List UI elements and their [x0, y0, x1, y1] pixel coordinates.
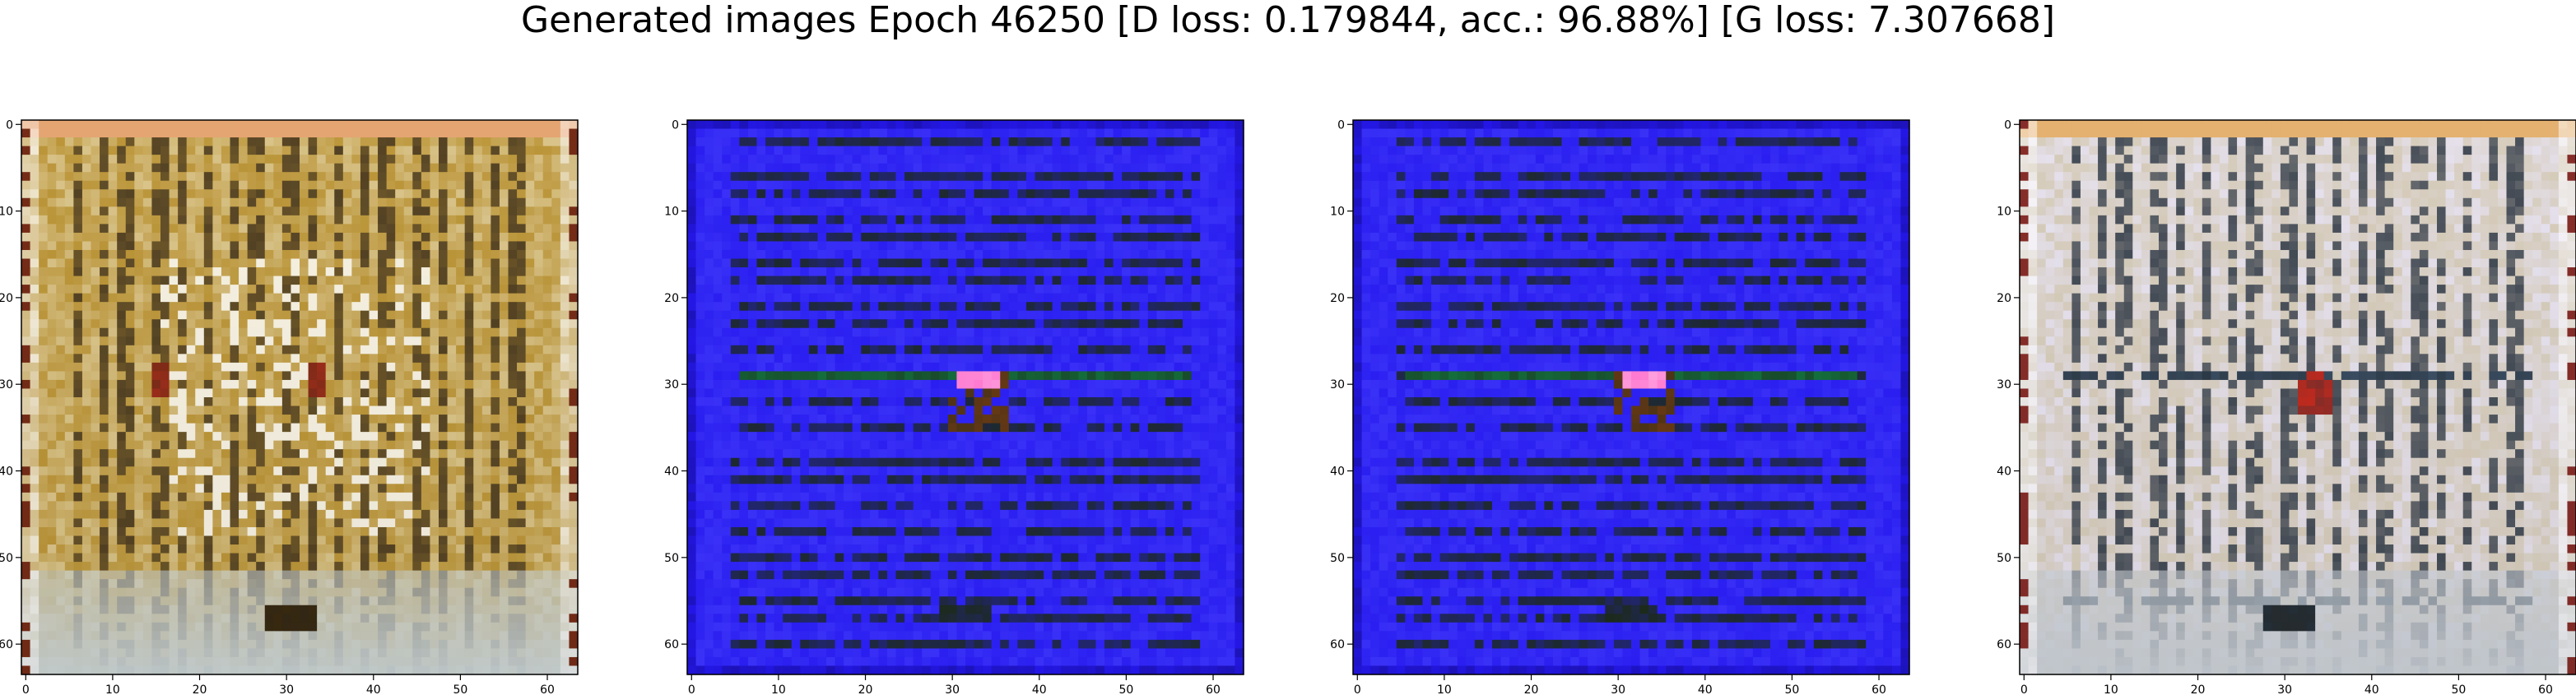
y-tick-label: 60: [664, 638, 679, 651]
pixel-grid: [21, 120, 579, 675]
x-tick-label: 20: [193, 683, 207, 695]
x-tick-label: 0: [22, 683, 30, 695]
x-tick-label: 10: [1437, 683, 1452, 695]
y-tick-label: 0: [672, 118, 679, 132]
y-tick-label: 0: [1337, 118, 1345, 132]
pixel-grid: [687, 120, 1244, 675]
image-panel-2: 0 10 20 30 40 50 60 0 10 20 30 40 50 60: [664, 118, 1244, 695]
y-tick-label: 20: [1997, 292, 2011, 305]
x-tick-label: 10: [2104, 683, 2118, 695]
y-tick-label: 40: [1330, 466, 1345, 479]
generated-image-4: 0 10 20 30 40 50 60 0 10 20 30 40 50 60: [1997, 118, 2576, 695]
axes-frame: [2019, 119, 2576, 675]
y-tick-label: 40: [0, 466, 13, 479]
x-tick-label: 20: [1524, 683, 1539, 695]
y-tick-label: 30: [1997, 378, 2011, 392]
y-tick-label: 0: [6, 118, 13, 132]
x-tick-label: 60: [540, 683, 555, 695]
pixel-grid: [1353, 120, 1910, 675]
y-tick-label: 10: [0, 206, 13, 219]
y-tick-label: 50: [1330, 552, 1345, 565]
generated-image-1: 0 10 20 30 40 50 60 0 10 20 30 40 50 60: [0, 118, 579, 695]
y-tick-label: 30: [0, 378, 13, 392]
x-tick-label: 60: [2538, 683, 2553, 695]
image-panel-4: 0 10 20 30 40 50 60 0 10 20 30 40 50 60: [1997, 118, 2576, 695]
pixel-grid: [2020, 120, 2576, 675]
x-tick-label: 30: [2277, 683, 2292, 695]
x-tick-label: 0: [688, 683, 695, 695]
x-tick-label: 40: [2364, 683, 2379, 695]
y-tick-label: 50: [664, 552, 679, 565]
y-tick-label: 30: [664, 378, 679, 392]
axes-frame: [1352, 119, 1910, 675]
x-tick-label: 50: [453, 683, 467, 695]
image-panel-1: 0 10 20 30 40 50 60 0 10 20 30 40 50 60: [0, 118, 579, 695]
x-tick-label: 10: [771, 683, 786, 695]
generated-image-2: 0 10 20 30 40 50 60 0 10 20 30 40 50 60: [664, 118, 1244, 695]
y-tick-label: 20: [0, 292, 13, 305]
x-tick-label: 30: [1611, 683, 1625, 695]
x-tick-label: 40: [1698, 683, 1713, 695]
x-tick-label: 60: [1206, 683, 1221, 695]
figure-title: Generated images Epoch 46250 [D loss: 0.…: [520, 0, 2056, 41]
axes-frame: [21, 119, 579, 675]
x-tick-label: 40: [1032, 683, 1047, 695]
y-tick-label: 30: [1330, 378, 1345, 392]
x-tick-label: 20: [2191, 683, 2206, 695]
y-tick-label: 10: [664, 206, 679, 219]
image-panel-3: 0 10 20 30 40 50 60 0 10 20 30 40 50 60: [1330, 118, 1910, 695]
x-tick-label: 40: [366, 683, 381, 695]
y-tick-label: 40: [1997, 466, 2011, 479]
y-tick-label: 0: [2004, 118, 2011, 132]
x-tick-label: 60: [1872, 683, 1886, 695]
x-tick-label: 50: [2451, 683, 2466, 695]
x-tick-label: 20: [858, 683, 873, 695]
y-tick-label: 10: [1997, 206, 2011, 219]
y-tick-label: 50: [0, 552, 13, 565]
x-tick-label: 30: [945, 683, 960, 695]
axes-frame: [686, 119, 1244, 675]
x-tick-label: 10: [105, 683, 120, 695]
y-tick-label: 40: [664, 466, 679, 479]
y-tick-label: 20: [1330, 292, 1345, 305]
x-tick-label: 50: [1784, 683, 1799, 695]
x-tick-label: 50: [1118, 683, 1133, 695]
x-tick-label: 30: [279, 683, 294, 695]
y-tick-label: 60: [1330, 638, 1345, 651]
x-tick-label: 0: [2020, 683, 2028, 695]
generated-image-3: 0 10 20 30 40 50 60 0 10 20 30 40 50 60: [1330, 118, 1910, 695]
x-tick-label: 0: [1354, 683, 1361, 695]
y-tick-label: 10: [1330, 206, 1345, 219]
y-tick-label: 60: [0, 638, 13, 651]
y-tick-label: 50: [1997, 552, 2011, 565]
y-tick-label: 20: [664, 292, 679, 305]
y-tick-label: 60: [1997, 638, 2011, 651]
